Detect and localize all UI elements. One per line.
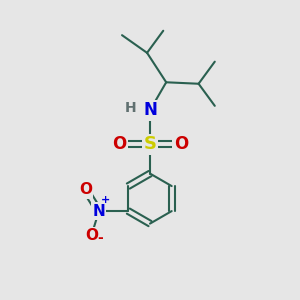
- Text: N: N: [92, 204, 105, 219]
- Text: N: N: [143, 101, 157, 119]
- Text: +: +: [101, 195, 110, 205]
- Text: O: O: [79, 182, 92, 197]
- Text: O: O: [85, 228, 98, 243]
- Text: -: -: [97, 231, 103, 245]
- Text: O: O: [112, 135, 126, 153]
- Text: O: O: [174, 135, 188, 153]
- Text: H: H: [125, 101, 137, 115]
- Text: S: S: [143, 135, 157, 153]
